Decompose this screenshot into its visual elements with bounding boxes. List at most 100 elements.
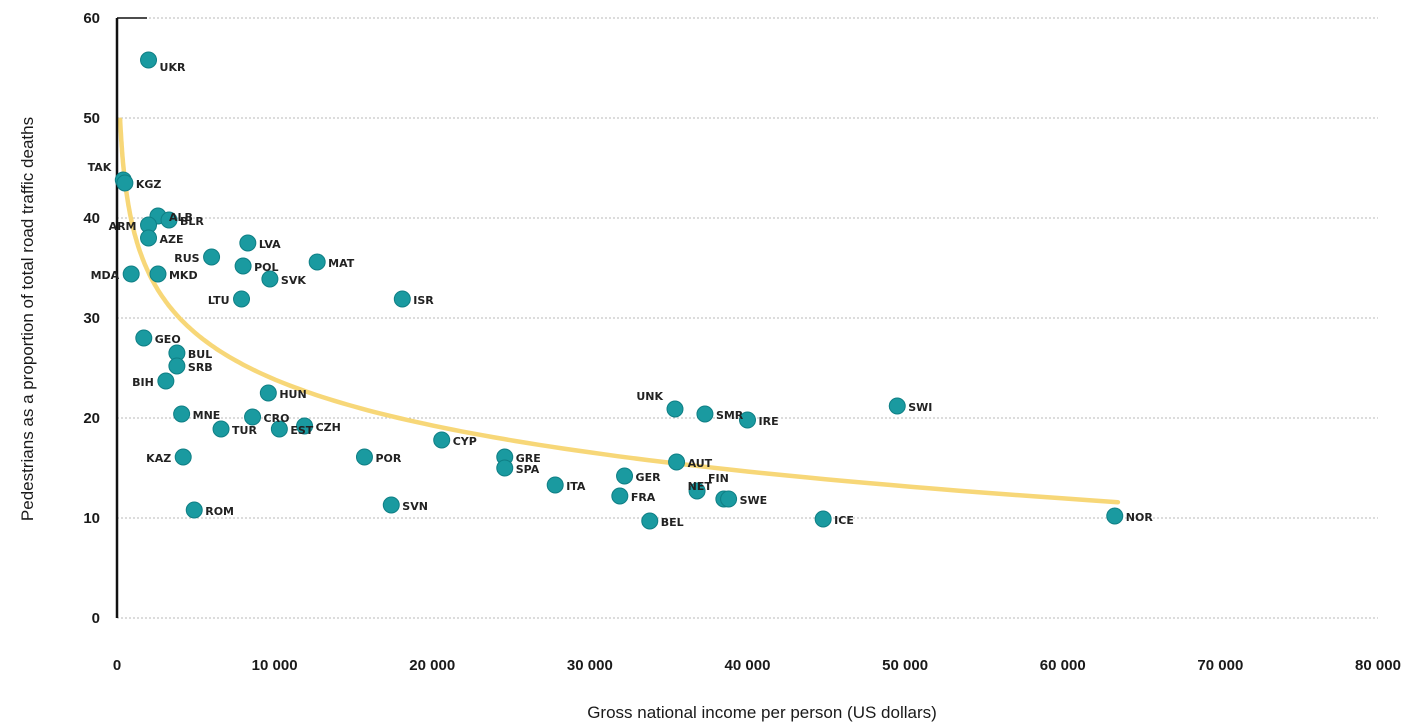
data-point xyxy=(122,265,140,283)
data-point xyxy=(140,51,158,69)
point-label: BEL xyxy=(661,516,684,529)
point-label: SMR xyxy=(716,409,744,422)
point-label: AZE xyxy=(160,233,184,246)
y-tick-label: 40 xyxy=(83,210,100,227)
data-point xyxy=(185,501,203,519)
point-label: SVN xyxy=(402,500,428,513)
data-point xyxy=(270,420,288,438)
x-tick-label: 60 000 xyxy=(1040,657,1086,674)
x-tick-label: 70 000 xyxy=(1197,657,1243,674)
data-point xyxy=(355,448,373,466)
point-label: UKR xyxy=(160,61,186,74)
point-label: CRO xyxy=(264,412,290,425)
y-axis-title: Pedestrians as a proportion of total roa… xyxy=(18,117,37,521)
point-label: NOR xyxy=(1126,511,1154,524)
y-tick-labels: 0 10 20 30 40 50 60 xyxy=(83,10,100,627)
y-tick-label: 20 xyxy=(83,410,100,427)
data-point xyxy=(393,290,411,308)
y-tick-label: 60 xyxy=(83,10,100,27)
data-point xyxy=(157,372,175,390)
point-label: ALB xyxy=(169,211,193,224)
point-label: HUN xyxy=(279,388,306,401)
data-point xyxy=(212,420,230,438)
point-label: ROM xyxy=(205,505,234,518)
trend-line-group xyxy=(117,117,1121,505)
point-label: EST xyxy=(290,424,313,437)
point-label: TUR xyxy=(232,424,257,437)
data-points xyxy=(114,51,1124,530)
point-label: BUL xyxy=(188,348,212,361)
data-point xyxy=(116,174,134,192)
data-point xyxy=(149,265,167,283)
point-label: KGZ xyxy=(136,178,162,191)
point-label: LTU xyxy=(208,294,230,307)
x-tick-label: 30 000 xyxy=(567,657,613,674)
data-point xyxy=(168,357,186,375)
point-label: TAK xyxy=(88,161,112,174)
data-point xyxy=(616,467,634,485)
point-label: BIH xyxy=(132,376,154,389)
point-label: RUS xyxy=(174,252,199,265)
data-point xyxy=(382,496,400,514)
point-label: POL xyxy=(254,261,278,274)
x-tick-label: 40 000 xyxy=(725,657,771,674)
point-label: SVK xyxy=(281,274,306,287)
y-tick-label: 30 xyxy=(83,310,100,327)
data-point xyxy=(259,384,277,402)
data-point xyxy=(239,234,257,252)
x-tick-label: 50 000 xyxy=(882,657,928,674)
data-point xyxy=(1106,507,1124,525)
data-point xyxy=(433,431,451,449)
point-label: GEO xyxy=(155,333,181,346)
x-tick-label: 20 000 xyxy=(409,657,455,674)
data-point xyxy=(546,476,564,494)
data-point xyxy=(688,482,706,500)
data-point xyxy=(308,253,326,271)
data-point xyxy=(244,408,262,426)
data-point xyxy=(888,397,906,415)
data-point xyxy=(203,248,221,266)
point-label: SPA xyxy=(516,463,540,476)
point-label: MNE xyxy=(193,409,221,422)
data-point xyxy=(173,405,191,423)
data-point xyxy=(720,490,738,508)
point-label: MAT xyxy=(328,257,355,270)
data-point xyxy=(814,510,832,528)
point-label: ISR xyxy=(413,294,434,307)
data-point xyxy=(234,257,252,275)
point-label: CZH xyxy=(316,421,341,434)
data-point xyxy=(174,448,192,466)
data-point xyxy=(261,270,279,288)
point-label: GRE xyxy=(516,452,541,465)
point-label: SWE xyxy=(740,494,768,507)
axes xyxy=(115,17,147,618)
data-point xyxy=(696,405,714,423)
data-point xyxy=(611,487,629,505)
x-tick-label: 10 000 xyxy=(252,657,298,674)
point-label: MDA xyxy=(91,269,120,282)
y-tick-label: 0 xyxy=(92,610,100,627)
data-point xyxy=(160,211,178,229)
grid-lines xyxy=(117,17,1378,619)
y-tick-label: 10 xyxy=(83,510,100,527)
point-label: ITA xyxy=(566,480,586,493)
point-label: LVA xyxy=(259,238,281,251)
point-label: NET xyxy=(688,480,713,493)
data-point xyxy=(641,512,659,530)
point-label: IRE xyxy=(759,415,779,428)
x-tick-labels: 0 10 000 20 000 30 000 40 000 50 000 60 000 70 … xyxy=(113,657,1401,674)
point-label: FRA xyxy=(631,491,656,504)
data-point xyxy=(296,417,314,435)
point-label: MKD xyxy=(169,269,198,282)
point-label: UNK xyxy=(636,390,663,403)
data-point xyxy=(739,411,756,429)
data-point xyxy=(135,329,153,347)
point-label: SWI xyxy=(908,401,932,414)
point-label: ARM xyxy=(109,220,137,233)
data-point xyxy=(666,400,684,418)
point-label: SRB xyxy=(188,361,213,374)
x-tick-label: 80 000 xyxy=(1355,657,1401,674)
data-point xyxy=(668,453,686,471)
